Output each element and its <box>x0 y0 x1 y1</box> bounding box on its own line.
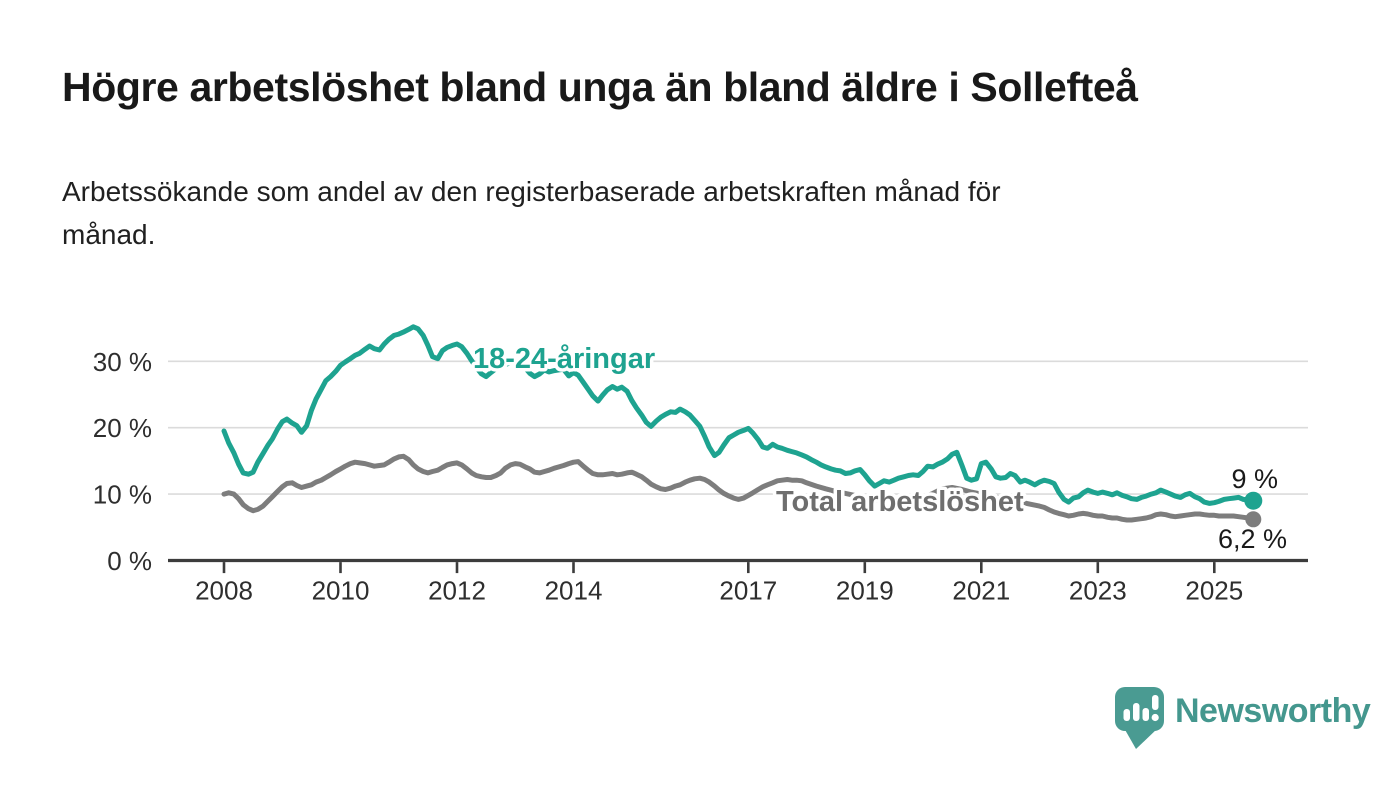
series-label-18-24: 18-24-åringar <box>473 343 655 375</box>
series-line-young <box>221 324 1256 506</box>
logo-exclamation-bar <box>1152 695 1159 710</box>
end-dot-total <box>1245 511 1262 528</box>
logo-bar-3 <box>1142 708 1149 721</box>
logo-bar-2 <box>1133 703 1140 721</box>
x-axis-label-2023: 2023 <box>1069 576 1127 606</box>
x-axis-label-2025: 2025 <box>1185 576 1243 606</box>
logo-bubble-tail <box>1124 728 1158 749</box>
logo-exclamation-dot <box>1151 713 1159 722</box>
newsworthy-logo-icon <box>1115 687 1164 749</box>
annotation-layer: 18-24-åringar Total arbetslöshet 9 % 6,2… <box>470 340 1288 555</box>
x-axis-label-2014: 2014 <box>545 576 603 606</box>
x-axis-label-2019: 2019 <box>836 576 894 606</box>
subtitle-line-2: månad. <box>62 219 156 250</box>
series-layer <box>221 324 1263 528</box>
y-axis-label-0: 0 % <box>107 546 152 576</box>
page-title: Högre arbetslöshet bland unga än bland ä… <box>62 64 1138 110</box>
x-axis-label-2012: 2012 <box>428 576 486 606</box>
x-axis-label-2010: 2010 <box>312 576 370 606</box>
subtitle-line-1: Arbetssökande som andel av den registerb… <box>62 176 1001 207</box>
grid-layer <box>168 360 1308 495</box>
page-subtitle: Arbetssökande som andel av den registerb… <box>62 170 1312 256</box>
x-axis-label-2021: 2021 <box>952 576 1010 606</box>
logo-bar-1 <box>1123 709 1130 721</box>
x-axis-label-2017: 2017 <box>719 576 777 606</box>
y-axis-label-30: 30 % <box>93 347 152 377</box>
end-value-label-18-24: 9 % <box>1231 464 1278 494</box>
x-axis-label-2008: 2008 <box>195 576 253 606</box>
end-value-label-total: 6,2 % <box>1218 524 1287 554</box>
end-dot-young <box>1244 491 1263 510</box>
series-line-total <box>221 453 1256 523</box>
newsworthy-logo[interactable]: Newsworthy <box>1115 687 1371 749</box>
y-axis-label-20: 20 % <box>93 413 152 443</box>
series-label-total: Total arbetslöshet <box>776 486 1024 518</box>
axis-layer: 0 % 10 % 20 % 30 % 2008 2010 2012 2014 2017 2019 2… <box>93 347 1308 606</box>
newsworthy-wordmark: Newsworthy <box>1175 692 1371 730</box>
y-axis-label-10: 10 % <box>93 480 152 510</box>
